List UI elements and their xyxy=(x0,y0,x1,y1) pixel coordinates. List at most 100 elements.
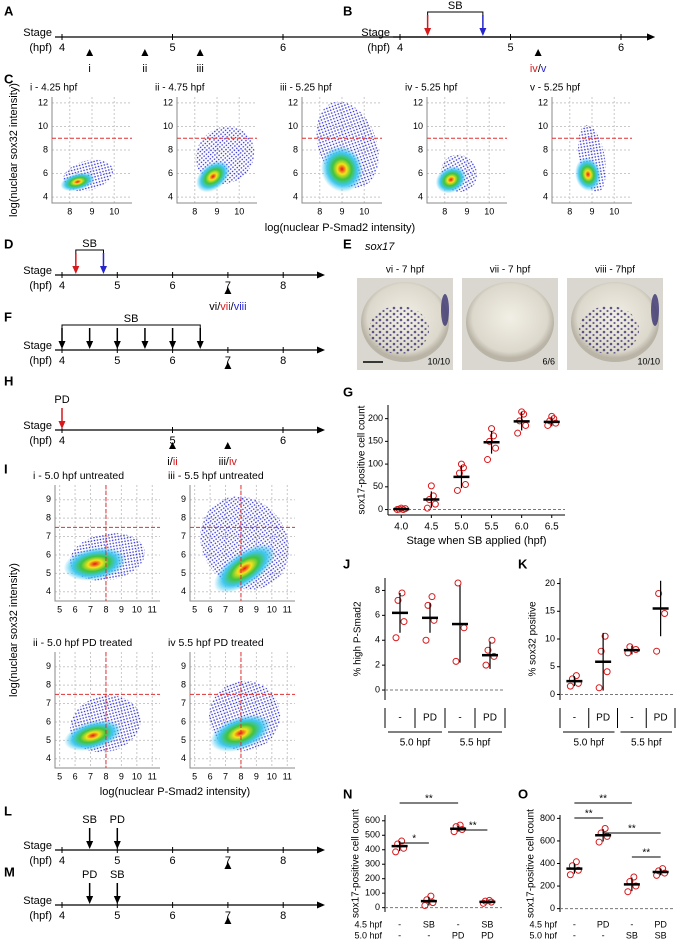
panel-label: L xyxy=(4,803,12,818)
y-tick-label: 12 xyxy=(38,97,48,107)
stage-label-part: iv xyxy=(229,456,237,468)
x-tick-label: 5 xyxy=(57,771,62,781)
y-tick-label: 10 xyxy=(545,633,555,643)
arrowhead xyxy=(58,421,66,429)
x-tick-label: 11 xyxy=(283,771,292,781)
y-tick-label: 0 xyxy=(550,689,555,699)
data-point xyxy=(459,464,467,472)
axes xyxy=(189,652,295,769)
stage-label-part: i xyxy=(88,63,90,75)
unit-label: (hpf) xyxy=(29,855,52,867)
unit-label: (hpf) xyxy=(367,42,390,54)
data-point xyxy=(603,668,611,676)
row-value: SB xyxy=(655,930,667,939)
data-point xyxy=(490,432,498,440)
data-point xyxy=(427,892,435,900)
data-point xyxy=(427,482,435,490)
stage-label-part: vi xyxy=(209,301,217,313)
significance-label: ** xyxy=(469,821,477,832)
stage-marker xyxy=(534,49,542,56)
row-label: 4.5 hpf xyxy=(354,919,382,929)
y-tick-label: 8 xyxy=(543,144,548,154)
y-tick-label: 12 xyxy=(288,97,298,107)
data-point xyxy=(655,590,663,598)
significance-label: * xyxy=(412,834,416,845)
cell-cloud xyxy=(200,496,289,590)
arrowhead xyxy=(141,341,149,349)
stage-label-part: iii xyxy=(196,63,203,75)
significance-label: ** xyxy=(599,794,607,805)
y-tick-label: 20 xyxy=(545,578,555,588)
y-tick-label: 6 xyxy=(46,549,51,559)
panel-label: B xyxy=(343,3,352,18)
time-tick-label: 4 xyxy=(59,42,65,54)
y-tick-label: 6 xyxy=(375,610,380,620)
data-point xyxy=(398,589,406,597)
panel-label: E xyxy=(343,236,352,251)
panel-label: N xyxy=(343,786,352,801)
cell-density xyxy=(196,160,230,193)
group-label: 5.0 hpf xyxy=(400,738,431,749)
data-point xyxy=(392,848,400,856)
panel-label: M xyxy=(4,864,15,879)
y-tick-label: 4 xyxy=(46,586,51,596)
image-title: vi - 7 hpf xyxy=(386,265,425,276)
image-title: viii - 7hpf xyxy=(595,265,635,276)
panel-label: C xyxy=(4,71,14,86)
y-tick-label: 6 xyxy=(43,168,48,178)
x-tick-label: 11 xyxy=(283,604,292,614)
x-tick-label: 8 xyxy=(238,771,243,781)
panel-title: ii - 4.75 hpf xyxy=(155,83,205,94)
y-tick-label: 6 xyxy=(181,716,186,726)
y-tick-label: 5 xyxy=(181,735,186,745)
arrowhead xyxy=(113,896,121,904)
y-tick-label: 10 xyxy=(163,121,173,131)
unit-label: (hpf) xyxy=(29,42,52,54)
time-tick-label: 5 xyxy=(507,42,513,54)
row-value: PD xyxy=(481,930,494,939)
cell-density xyxy=(320,146,364,193)
x-tick-label: 10 xyxy=(132,771,142,781)
x-tick-label: - xyxy=(458,713,461,724)
x-tick-label: 8 xyxy=(192,206,197,216)
time-tick-label: 6 xyxy=(280,435,286,447)
panel-label: D xyxy=(4,236,13,251)
time-tick-label: 4 xyxy=(59,910,65,922)
significance-label: ** xyxy=(628,824,636,835)
data-point xyxy=(601,825,609,833)
x-tick-label: 6 xyxy=(208,771,213,781)
y-tick-label: 4 xyxy=(43,191,48,201)
x-tick-label: 6 xyxy=(73,604,78,614)
arrowhead xyxy=(86,341,94,349)
data-point xyxy=(630,873,638,881)
staining xyxy=(579,306,639,354)
y-tick-label: 600 xyxy=(365,815,380,825)
data-point xyxy=(597,647,605,655)
data-point xyxy=(488,636,496,644)
axes xyxy=(301,97,382,204)
panel-title: iv - 5.25 hpf xyxy=(405,83,457,94)
y-axis-label: sox17-positive cell count xyxy=(357,405,368,514)
data-point xyxy=(422,636,430,644)
panel-label: O xyxy=(518,786,528,801)
significance-label: ** xyxy=(585,809,593,820)
row-value: PD xyxy=(597,919,610,929)
time-tick-label: 5 xyxy=(114,910,120,922)
data-point xyxy=(424,601,432,609)
arrow-label: PD xyxy=(82,869,97,881)
arrow-label: PD xyxy=(54,394,69,406)
y-tick-label: 9 xyxy=(46,661,51,671)
time-tick-label: 7 xyxy=(225,280,231,292)
y-tick-label: 8 xyxy=(43,144,48,154)
row-value: - xyxy=(602,930,605,939)
time-tick-label: 6 xyxy=(170,910,176,922)
stage-label: iii/iv xyxy=(219,456,238,468)
y-tick-label: 150 xyxy=(368,436,383,446)
x-tick-label: 10 xyxy=(267,604,277,614)
cell-density xyxy=(213,544,276,593)
data-point xyxy=(484,646,492,654)
row-value: - xyxy=(427,930,430,939)
cell-density xyxy=(64,720,122,751)
time-tick-label: 5 xyxy=(114,855,120,867)
unit-label: (hpf) xyxy=(29,280,52,292)
